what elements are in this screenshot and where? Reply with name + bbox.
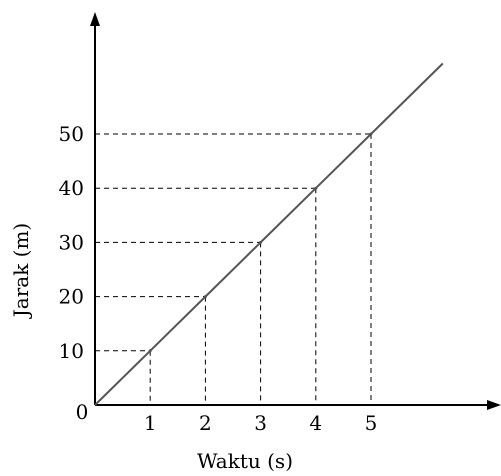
series-group	[94, 62, 444, 406]
distance-line	[94, 62, 444, 406]
x-tick-label-3: 3	[254, 411, 267, 435]
origin-label: 0	[76, 400, 89, 424]
y-tick-label-30: 30	[59, 230, 84, 254]
y-tick-label-40: 40	[59, 176, 84, 200]
x-tick-label-1: 1	[144, 411, 157, 435]
axes	[90, 12, 501, 410]
y-axis-label: Jarak (m)	[9, 223, 33, 319]
x-axis-label: Waktu (s)	[197, 449, 293, 473]
x-tick-label-5: 5	[365, 411, 378, 435]
data-point-1	[148, 349, 152, 353]
x-tick-label-2: 2	[199, 411, 212, 435]
y-tick-label-50: 50	[59, 122, 84, 146]
data-point-3	[259, 240, 263, 244]
x-tick-label-4: 4	[309, 411, 322, 435]
data-point-5	[369, 132, 373, 136]
data-point-4	[314, 186, 318, 190]
y-tick-label-10: 10	[59, 339, 84, 363]
x-axis-arrow-icon	[487, 400, 501, 410]
tick-labels: 1 2 3 4 5 10 20 30 40 50	[59, 122, 378, 435]
data-point-2	[203, 295, 207, 299]
y-tick-label-20: 20	[59, 285, 84, 309]
guide-lines	[95, 133, 372, 405]
y-axis-arrow-icon	[90, 12, 100, 26]
